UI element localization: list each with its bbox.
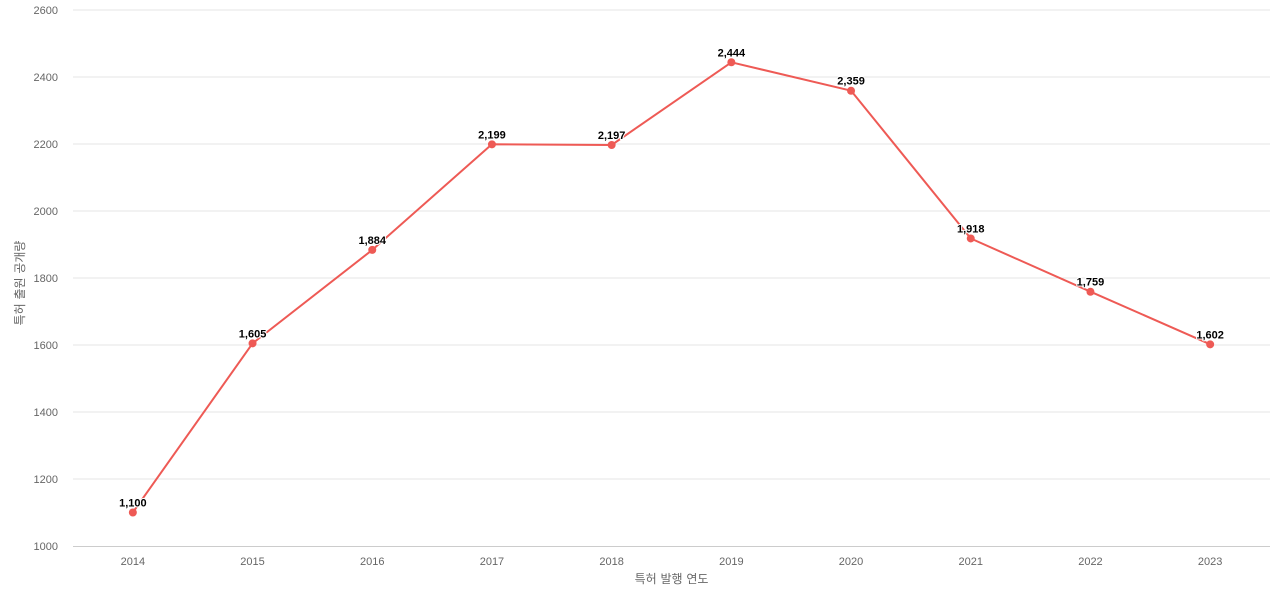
x-axis-ticks: 2014 2015 2016 2017 2018 2019 2020 2021 2022 2023 [121,556,1223,568]
y-tick-label: 1600 [34,340,58,352]
data-point[interactable] [727,58,736,67]
x-tick-label: 2018 [599,556,623,568]
x-tick-label: 2015 [240,556,264,568]
y-tick-label: 1200 [34,474,58,486]
grid-lines [73,9,1270,480]
x-tick-label: 2016 [360,556,384,568]
data-label: 2,199 [478,129,506,141]
data-label: 2,359 [837,76,865,88]
y-axis-title: 특허 출원 공개량 [13,241,27,326]
data-label: 1,884 [358,235,386,247]
data-point[interactable] [1206,340,1215,349]
y-tick-label: 2600 [34,5,58,17]
data-point[interactable] [847,86,856,95]
x-tick-label: 2022 [1078,556,1102,568]
data-point[interactable] [368,245,377,254]
data-label: 2,197 [598,130,626,142]
series-layer [131,61,1212,514]
y-tick-label: 2000 [34,206,58,218]
data-labels: 1,100 1,605 1,884 2,199 2,197 2,444 2,359 1,918… [118,46,1225,510]
y-tick-label: 1400 [34,407,58,419]
data-point[interactable] [487,140,496,149]
data-point[interactable] [128,508,137,517]
x-tick-label: 2014 [121,556,145,568]
y-axis-ticks: 1000 1200 1400 1600 1800 2000 2200 2400 2600 [34,5,58,553]
x-tick-label: 2020 [839,556,863,568]
data-label: 1,918 [957,223,985,235]
data-point[interactable] [607,141,616,150]
y-tick-label: 1000 [34,541,58,553]
data-label: 1,602 [1196,329,1224,341]
y-tick-label: 1800 [34,273,58,285]
y-tick-label: 2200 [34,139,58,151]
data-label: 1,100 [119,498,147,510]
data-point[interactable] [248,339,257,348]
data-label: 1,605 [239,328,267,340]
x-tick-label: 2021 [959,556,983,568]
x-axis-title: 특허 발행 연도 [635,571,709,586]
data-point[interactable] [966,234,975,243]
data-point[interactable] [1086,287,1095,296]
data-label: 1,759 [1077,277,1105,289]
x-tick-label: 2023 [1198,556,1222,568]
x-tick-label: 2019 [719,556,743,568]
y-tick-label: 2400 [34,72,58,84]
data-label: 2,444 [718,47,746,59]
x-tick-label: 2017 [480,556,504,568]
series-line [131,61,1212,514]
data-points [128,58,1215,517]
